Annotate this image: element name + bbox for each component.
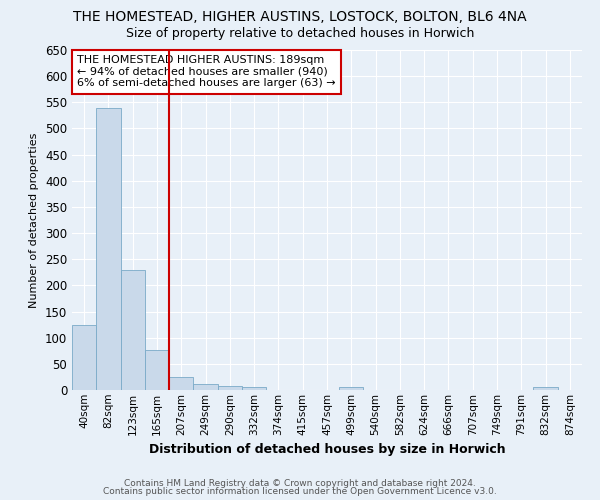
Bar (533, 388, 558, 390)
Text: Size of property relative to detached houses in Horwich: Size of property relative to detached ho… (126, 28, 474, 40)
Bar (169, 377, 193, 390)
Text: Contains public sector information licensed under the Open Government Licence v3: Contains public sector information licen… (103, 487, 497, 496)
Y-axis label: Number of detached properties: Number of detached properties (29, 132, 40, 308)
Bar (339, 387, 364, 390)
Bar (72, 324, 96, 390)
X-axis label: Distribution of detached houses by size in Horwich: Distribution of detached houses by size … (149, 443, 505, 456)
Text: THE HOMESTEAD, HIGHER AUSTINS, LOSTOCK, BOLTON, BL6 4NA: THE HOMESTEAD, HIGHER AUSTINS, LOSTOCK, … (73, 10, 527, 24)
Bar (242, 387, 266, 390)
Bar (193, 384, 218, 390)
Bar (218, 386, 242, 390)
Bar (145, 350, 169, 390)
Text: Contains HM Land Registry data © Crown copyright and database right 2024.: Contains HM Land Registry data © Crown c… (124, 478, 476, 488)
Text: THE HOMESTEAD HIGHER AUSTINS: 189sqm
← 94% of detached houses are smaller (940)
: THE HOMESTEAD HIGHER AUSTINS: 189sqm ← 9… (77, 55, 336, 88)
Bar (121, 270, 145, 390)
Bar (96, 108, 121, 390)
